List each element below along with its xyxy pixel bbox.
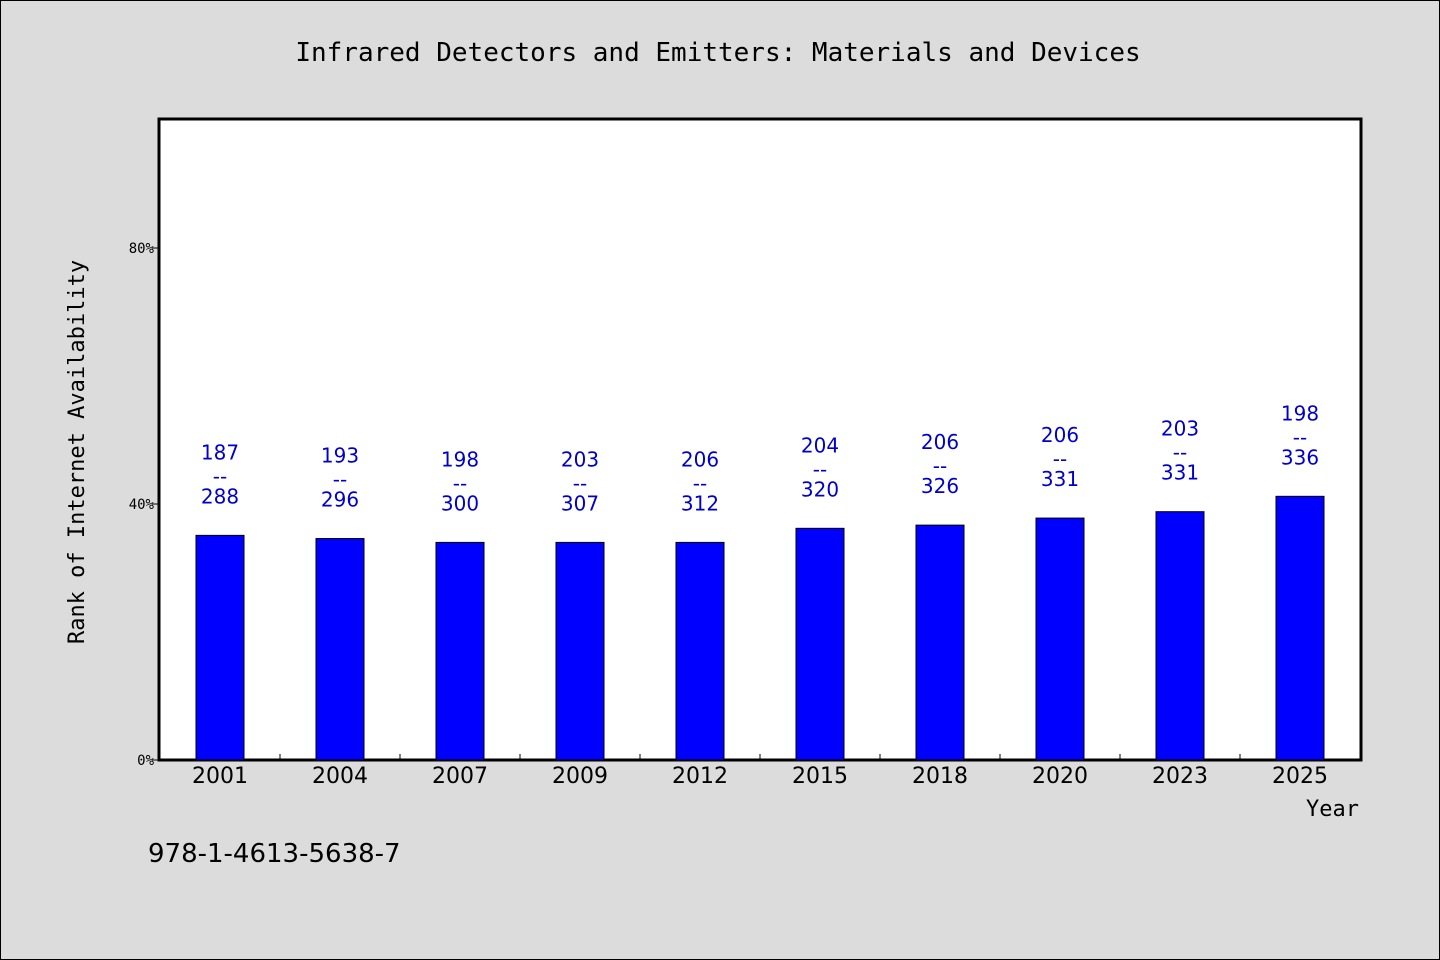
y-axis: 0% 40% 80% xyxy=(129,241,160,769)
bar xyxy=(675,541,725,761)
data-label-top: 204 xyxy=(801,433,839,457)
data-label-bottom: 326 xyxy=(921,474,959,498)
data-label-top: 206 xyxy=(681,447,719,471)
x-axis-label: Year xyxy=(1306,797,1359,822)
bar xyxy=(915,524,965,761)
data-label-separator: -- xyxy=(1293,425,1307,449)
chart-title: Infrared Detectors and Emitters: Materia… xyxy=(295,38,1140,68)
bar xyxy=(435,541,485,761)
data-label-separator: -- xyxy=(813,457,827,481)
bar xyxy=(795,527,845,761)
data-label-bottom: 300 xyxy=(441,491,479,515)
data-label-bottom: 312 xyxy=(681,491,719,515)
x-tick-label: 2023 xyxy=(1152,764,1208,789)
data-label-top: 203 xyxy=(561,447,599,471)
x-tick-label: 2018 xyxy=(912,764,968,789)
data-label-separator: -- xyxy=(933,454,947,478)
y-axis-label: Rank of Internet Availability xyxy=(65,260,90,644)
data-label-separator: -- xyxy=(1053,447,1067,471)
bar xyxy=(315,538,365,761)
data-label-bottom: 307 xyxy=(561,491,599,515)
x-tick-label: 2009 xyxy=(552,764,608,789)
data-label-top: 198 xyxy=(1281,401,1319,425)
x-tick-label: 2025 xyxy=(1272,764,1328,789)
data-label-bottom: 320 xyxy=(801,477,839,501)
x-tick-label: 2004 xyxy=(312,764,368,789)
data-label-top: 203 xyxy=(1161,417,1199,441)
data-label-bottom: 296 xyxy=(321,488,359,512)
data-labels: 288--187296--193300--198307--203312--206… xyxy=(201,401,1319,515)
y-tick-label: 80% xyxy=(129,241,155,257)
data-label-bottom: 288 xyxy=(201,484,239,508)
bar xyxy=(1035,517,1085,761)
isbn-text: 978-1-4613-5638-7 xyxy=(148,839,401,869)
data-label-top: 187 xyxy=(201,440,239,464)
data-label-top: 198 xyxy=(441,447,479,471)
x-tick-label: 2015 xyxy=(792,764,848,789)
data-label-bottom: 336 xyxy=(1281,445,1319,469)
bar xyxy=(555,541,605,761)
x-tick-label: 2007 xyxy=(432,764,488,789)
bar xyxy=(1275,495,1325,761)
data-label-top: 206 xyxy=(1041,423,1079,447)
bar-series xyxy=(195,495,1325,761)
x-tick-label: 2020 xyxy=(1032,764,1088,789)
data-label-top: 193 xyxy=(321,444,359,468)
data-label-bottom: 331 xyxy=(1161,461,1199,485)
x-tick-label: 2012 xyxy=(672,764,728,789)
data-label-separator: -- xyxy=(573,471,587,495)
bar xyxy=(195,534,245,761)
data-label-separator: -- xyxy=(453,471,467,495)
data-label-top: 206 xyxy=(921,430,959,454)
data-label-separator: -- xyxy=(1173,441,1187,465)
x-axis: 2001 2004 2007 2009 2012 2015 2018 2020 2023 2025 xyxy=(192,754,1328,789)
data-label-separator: -- xyxy=(333,468,347,492)
y-tick-label: 0% xyxy=(137,753,154,769)
data-label-bottom: 331 xyxy=(1041,467,1079,491)
bar xyxy=(1155,511,1205,761)
y-tick-label: 40% xyxy=(129,497,155,513)
data-label-separator: -- xyxy=(693,471,707,495)
data-label-separator: -- xyxy=(213,464,227,488)
x-tick-label: 2001 xyxy=(192,764,248,789)
